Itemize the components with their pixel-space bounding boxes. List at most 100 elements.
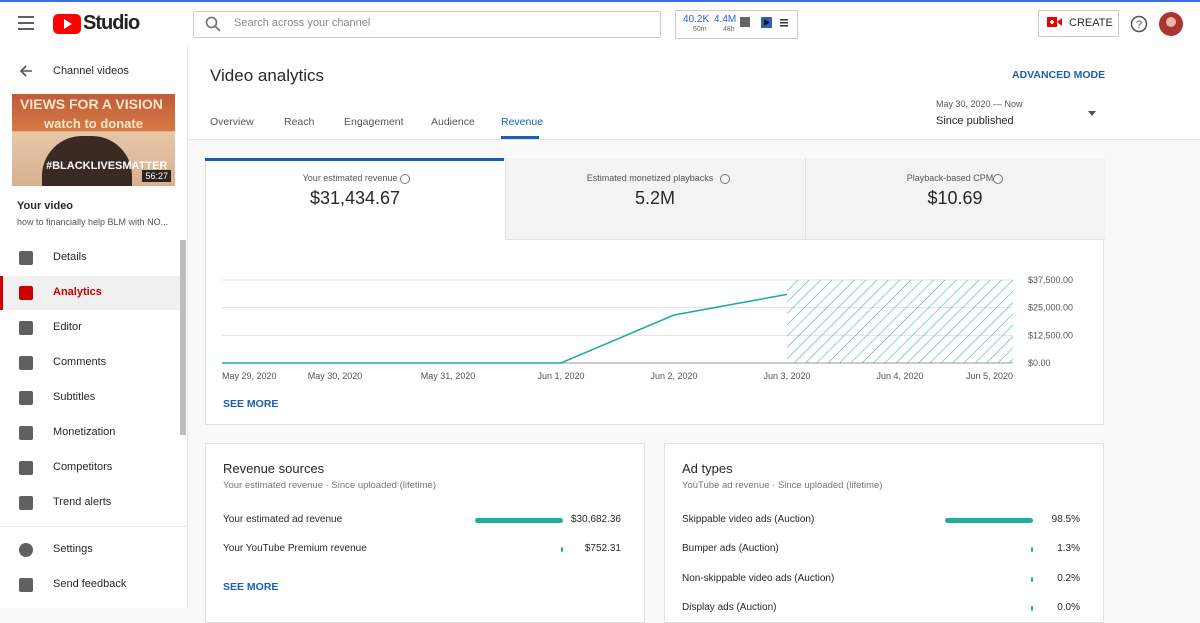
stat-period: 48h bbox=[723, 26, 735, 33]
nav-item[interactable]: Send feedback bbox=[53, 578, 127, 590]
nav-item[interactable]: Monetization bbox=[53, 426, 116, 438]
row-value: 98.5% bbox=[1051, 514, 1080, 525]
row-value: $30,682.36 bbox=[570, 514, 621, 525]
row-label: Your estimated ad revenue bbox=[223, 514, 343, 525]
metric-value: 5.2M bbox=[634, 188, 676, 208]
row-label: Your YouTube Premium revenue bbox=[223, 543, 367, 555]
tab[interactable]: Reach bbox=[284, 116, 315, 128]
tab[interactable]: Overview bbox=[210, 116, 254, 128]
page-title: Video analytics bbox=[210, 66, 325, 85]
nav-icon[interactable] bbox=[19, 391, 33, 405]
logo-text[interactable]: Studio bbox=[83, 12, 140, 34]
nav-item[interactable]: Competitors bbox=[53, 461, 113, 473]
nav-item[interactable]: Details bbox=[53, 251, 87, 263]
metric-tab[interactable] bbox=[505, 158, 805, 240]
y-tick-label: $12,500.00 bbox=[1028, 330, 1073, 340]
nav-icon[interactable] bbox=[19, 543, 33, 557]
revenue-chart: $0.00 $12,500.00 $25,000.00 $37,500.00 May 2… bbox=[222, 275, 1073, 381]
nav-icon[interactable] bbox=[19, 251, 33, 265]
card-subtitle: YouTube ad revenue · Since uploaded (lif… bbox=[682, 480, 883, 491]
row-bar bbox=[945, 518, 1033, 523]
advanced-mode[interactable]: ADVANCED MODE bbox=[1012, 69, 1106, 81]
back-icon[interactable] bbox=[19, 64, 33, 78]
scrollbar[interactable] bbox=[180, 240, 186, 435]
x-tick-label: May 31, 2020 bbox=[421, 371, 476, 381]
video-duration: 56:27 bbox=[142, 170, 171, 182]
help-icon[interactable]: ? bbox=[1130, 15, 1148, 33]
nav-icon[interactable] bbox=[19, 356, 33, 370]
stats-box[interactable] bbox=[675, 10, 798, 39]
stats-icons bbox=[740, 17, 788, 28]
avatar[interactable] bbox=[1159, 12, 1183, 36]
create-label[interactable]: CREATE bbox=[1069, 17, 1113, 29]
back-label[interactable]: Channel videos bbox=[53, 65, 129, 77]
nav-item[interactable]: Comments bbox=[53, 356, 107, 368]
thumbnail-text: watch to donate bbox=[44, 116, 143, 131]
nav-icon[interactable] bbox=[19, 496, 33, 510]
video-thumbnail[interactable]: VIEWS FOR A VISION watch to donate #BLAC… bbox=[12, 94, 175, 186]
metric-active-border bbox=[205, 158, 504, 161]
metric-info-icon bbox=[400, 174, 410, 184]
video-title: how to financially help BLM with NO... bbox=[17, 217, 169, 227]
ad-types-card bbox=[664, 443, 1104, 623]
svg-text:?: ? bbox=[1136, 19, 1142, 31]
nav-icon[interactable] bbox=[19, 578, 33, 592]
see-more[interactable]: SEE MORE bbox=[223, 398, 279, 410]
thumbnail-text: VIEWS FOR A VISION bbox=[20, 96, 163, 112]
y-tick-label: $37,500.00 bbox=[1028, 275, 1073, 285]
metric-info-icon bbox=[993, 174, 1003, 184]
menu-icon[interactable] bbox=[18, 16, 34, 30]
x-tick-label: Jun 5, 2020 bbox=[966, 371, 1013, 381]
row-label: Non-skippable video ads (Auction) bbox=[682, 572, 835, 584]
nav-item[interactable]: Editor bbox=[53, 321, 82, 333]
date-range[interactable]: May 30, 2020 — Now bbox=[936, 99, 1023, 109]
nav-icon[interactable] bbox=[19, 426, 33, 440]
row-label: Bumper ads (Auction) bbox=[682, 543, 779, 555]
y-tick-label: $25,000.00 bbox=[1028, 303, 1073, 313]
row-bar bbox=[475, 518, 563, 523]
dropdown-icon[interactable] bbox=[1088, 111, 1096, 116]
pending-area bbox=[787, 280, 1013, 363]
metric-label: Playback-based CPM bbox=[906, 173, 994, 183]
nav-item[interactable]: Analytics bbox=[53, 286, 102, 298]
x-tick-label: Jun 1, 2020 bbox=[537, 371, 584, 381]
main-header bbox=[188, 47, 1200, 140]
y-tick-label: $0.00 bbox=[1028, 358, 1051, 368]
row-bar bbox=[1031, 547, 1033, 553]
x-tick-label: May 30, 2020 bbox=[308, 371, 363, 381]
revenue-sources-card bbox=[205, 443, 645, 623]
metric-label: Estimated monetized playbacks bbox=[586, 173, 714, 183]
nav-item[interactable]: Trend alerts bbox=[53, 496, 112, 508]
create-icon bbox=[1047, 17, 1062, 27]
thumbnail-shape bbox=[42, 136, 132, 186]
nav-item[interactable]: Settings bbox=[53, 543, 93, 555]
revenue-line bbox=[222, 293, 788, 364]
see-more[interactable]: SEE MORE bbox=[223, 581, 279, 593]
nav-icon[interactable] bbox=[19, 321, 33, 335]
x-tick-label: Jun 2, 2020 bbox=[650, 371, 697, 381]
logo-icon[interactable] bbox=[53, 14, 81, 34]
x-tick-label: Jun 4, 2020 bbox=[876, 371, 923, 381]
row-value: $752.31 bbox=[584, 543, 621, 555]
tab[interactable]: Audience bbox=[431, 116, 475, 128]
search-icon bbox=[205, 16, 221, 32]
tab[interactable]: Revenue bbox=[501, 116, 544, 128]
sidebar-divider bbox=[0, 526, 187, 527]
row-label: Display ads (Auction) bbox=[682, 601, 777, 613]
row-label: Skippable video ads (Auction) bbox=[682, 514, 815, 525]
nav-icon[interactable] bbox=[19, 286, 33, 300]
stat-value: 4.4M bbox=[714, 14, 737, 25]
thumbnail-text: #BLACKLIVESMATTER bbox=[46, 160, 168, 172]
nav-icon[interactable] bbox=[19, 461, 33, 475]
row-value: 0.2% bbox=[1057, 572, 1080, 584]
metric-tab[interactable] bbox=[805, 158, 1105, 240]
date-label[interactable]: Since published bbox=[936, 115, 1014, 127]
tab[interactable]: Engagement bbox=[344, 116, 404, 128]
row-bar bbox=[560, 547, 563, 553]
tab-underline bbox=[501, 136, 539, 139]
card-title: Ad types bbox=[682, 461, 733, 476]
nav-item[interactable]: Subtitles bbox=[53, 391, 96, 403]
card-subtitle: Your estimated revenue · Since uploaded … bbox=[223, 480, 436, 491]
search-box[interactable] bbox=[193, 11, 661, 38]
